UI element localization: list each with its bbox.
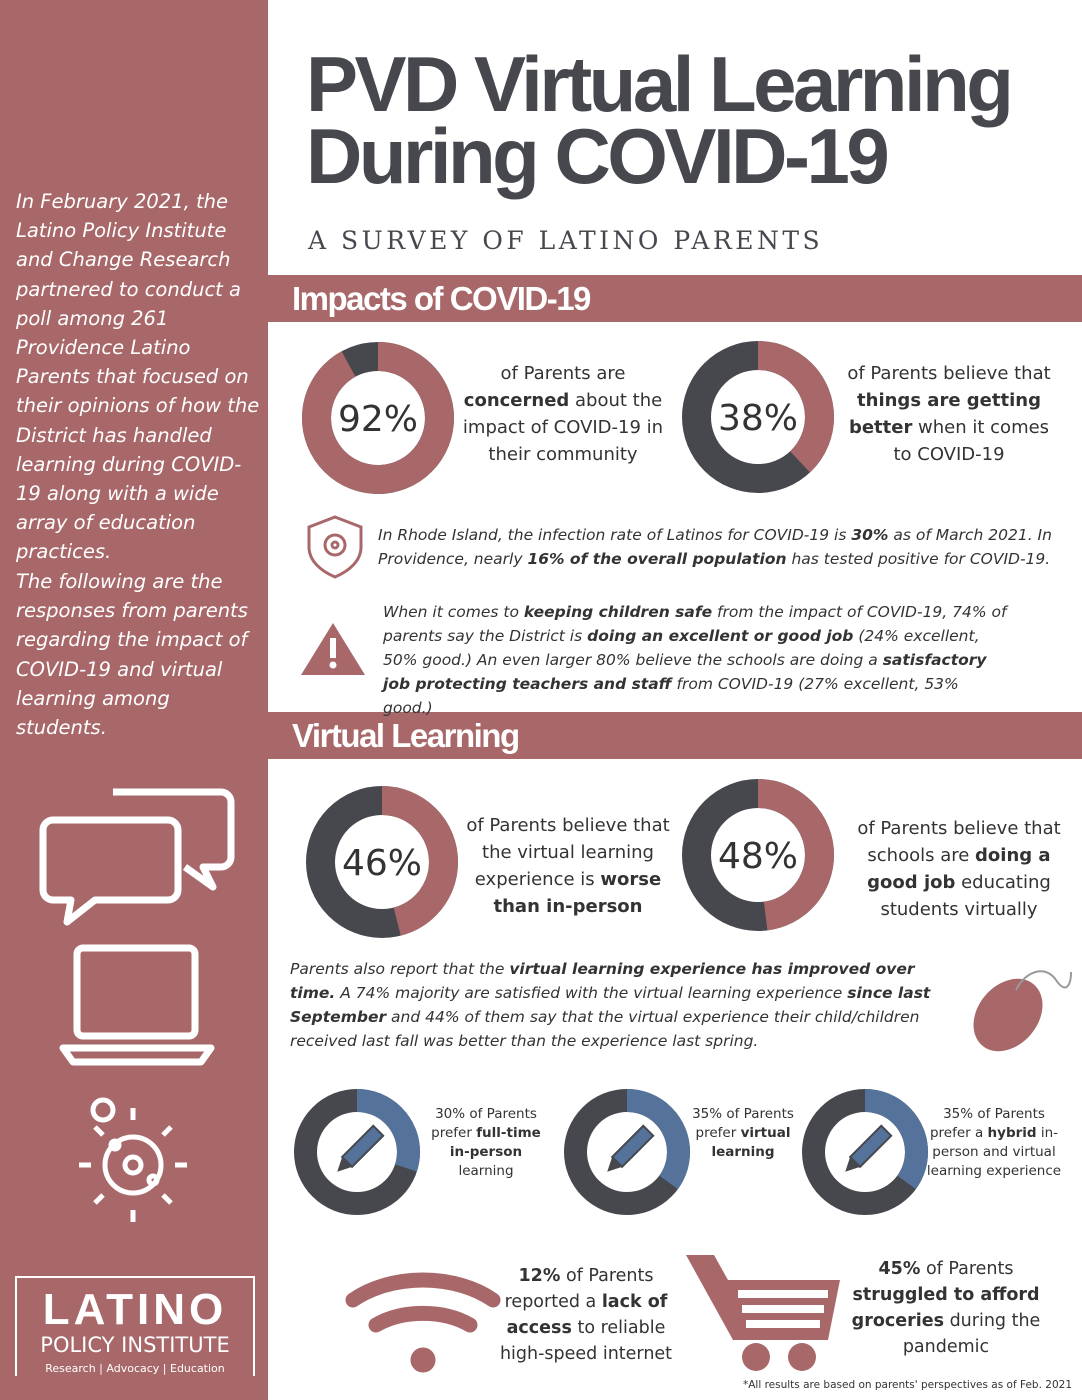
text: of Parents [920,1259,1014,1279]
bold-text: hybrid [987,1125,1037,1141]
infection-note: In Rhode Island, the infection rate of L… [378,523,1068,571]
logo: LATINO POLICY INSTITUTE Research | Advoc… [15,1276,255,1376]
text: 35% of Parents prefer a [929,1106,1045,1141]
bold-text: full-time in-person [449,1125,541,1160]
logo-subtitle: POLICY INSTITUTE [40,1333,230,1357]
bold-text: things are getting better [848,390,1041,438]
text: from the impact of COVID-19, 74% of pare… [383,603,1007,645]
text: of Parents believe that [847,363,1051,384]
text: in-person and virtual learning experienc… [926,1125,1062,1179]
text: when it comes to COVID-19 [893,417,1050,465]
side-icons [39,788,235,1222]
text: to reliable high-speed internet [499,1318,673,1364]
internet-stat: 12% of Parents reported a lack of access… [496,1263,676,1367]
virus-shield [307,515,363,579]
text: from COVID-19 (27% excellent, 53% good.) [383,675,959,717]
text: of Parents reported a [504,1266,654,1312]
donut-label: 46% [342,843,422,884]
text: educating students virtually [880,872,1051,920]
groceries-stat: 45% of Parents struggled to afford groce… [846,1256,1046,1360]
donut-arc [294,1089,420,1215]
bold-text: worse than in-person [493,869,662,917]
text: of Parents believe that schools are [857,818,1061,866]
footnote: *All results are based on parents' persp… [742,1379,1072,1391]
improved-note: Parents also report that the virtual lea… [290,957,965,1053]
text: of Parents are [500,363,626,384]
stat-text: of Parents are concerned about the impac… [458,360,668,468]
bold-text: struggled to afford groceries [851,1285,1040,1331]
title: PVD Virtual Learning During COVID-19 [306,40,1014,200]
section-heading: Virtual Learning [268,712,1082,759]
bold-text: since last September [290,984,931,1026]
pencil-body [848,1124,893,1169]
text: about the impact of COVID-19 in their co… [462,390,664,465]
section-heading: Impacts of COVID-19 [268,275,1082,322]
pencil-icon [845,1124,893,1172]
mouse-icon [973,970,1072,1052]
bold-text: satisfactory job protecting teachers and… [383,651,987,693]
wifi-icon [345,1272,501,1373]
bold-text: 16% of the overall population [527,550,787,568]
bold-text: virtual learning experience has improved… [290,960,915,1002]
bold-text: keeping children safe [523,603,713,621]
donut-label: 38% [718,398,798,439]
donut-label: 48% [718,836,798,877]
safety-note: When it comes to keeping children safe f… [383,600,1008,720]
pencil-tip [337,1156,353,1172]
text: learning [458,1163,514,1179]
text: When it comes to [383,603,524,621]
stat-text: of Parents believe that the virtual lear… [463,812,673,920]
donut-arc [802,1089,928,1215]
text: 30% of Parents prefer [431,1106,537,1141]
donut-arc [564,1089,690,1215]
pencil-body [610,1124,655,1169]
text: has tested positive for COVID-19. [786,550,1051,568]
title-line: PVD Virtual Learning [306,40,1014,128]
intro: In February 2021, the Latino Policy Inst… [16,190,260,564]
text: during the pandemic [902,1311,1041,1357]
bold-text: doing a good job [867,845,1051,893]
donut-arc [682,779,834,931]
bold-text: 30% [851,526,889,544]
pencil-icon [607,1124,655,1172]
text: Parents also report that the [290,960,510,978]
stat-text: of Parents believe that things are getti… [838,360,1060,468]
graphics: 92% 38% 46% 48% [294,341,1072,1373]
responses: The following are the responses from par… [16,570,248,740]
donut-arc [682,341,834,493]
donut-arc [302,342,454,494]
logo-name: LATINO [42,1285,228,1334]
cart-icon [686,1255,840,1371]
warning-icon [301,623,365,675]
pencil-tip [845,1156,861,1172]
text: In Rhode Island, the infection rate of L… [378,526,852,544]
bold-text: lack of access [506,1292,668,1338]
donut-arc [306,786,458,938]
text: 35% of Parents prefer [692,1106,794,1141]
bold-text: 45% [878,1259,921,1279]
bold-text: concerned [463,390,570,411]
text: A 74% majority are satisfied with the vi… [335,984,848,1002]
stat-text: of Parents believe that schools are doin… [853,815,1065,923]
sidebar: In February 2021, the Latino Policy Inst… [0,0,268,1400]
subtitle: A SURVEY OF LATINO PARENTS [308,226,824,255]
preference-text: 35% of Parents prefer a hybrid in-person… [926,1105,1062,1181]
pencil-body [340,1124,385,1169]
logo-tagline: Research | Advocacy | Education [45,1362,225,1375]
text: of Parents believe that the virtual lear… [466,815,670,890]
pencil-tip [607,1156,623,1172]
bold-text: virtual learning [711,1125,791,1160]
preference-text: 30% of Parents prefer full-time in-perso… [424,1105,548,1181]
pencil-icon [337,1124,385,1172]
text: (24% excellent, 50% good.) An even large… [383,627,980,669]
bold-text: doing an excellent or good job [587,627,854,645]
bold-text: 12% [518,1266,561,1286]
title-line: During COVID-19 [306,112,890,200]
preference-text: 35% of Parents prefer virtual learning [688,1105,798,1162]
text: as of March 2021. In Providence, nearly [378,526,1052,568]
donut-label: 92% [338,399,418,440]
text: and 44% of them say that the virtual exp… [290,1008,920,1050]
